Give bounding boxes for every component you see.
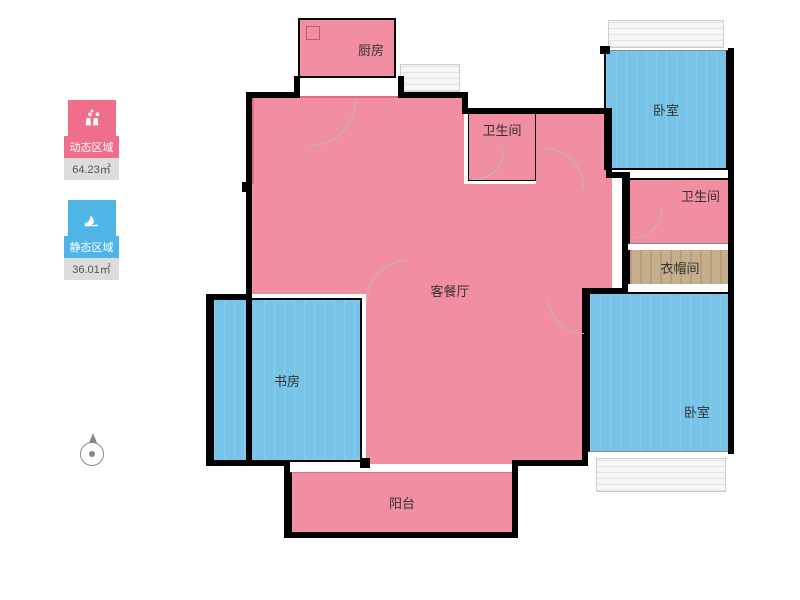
wall-seg	[512, 460, 588, 466]
room-balcony-label: 阳台	[389, 493, 415, 512]
room-bath1-label: 卫生间	[482, 120, 521, 139]
wall-seg	[582, 288, 628, 294]
room-closet-label: 衣帽间	[660, 258, 699, 277]
wall-seg	[206, 294, 212, 466]
room-bedroom-tr: 卧室	[604, 50, 728, 170]
room-bedroom-br: 卧室	[588, 292, 732, 452]
wall-seg	[512, 460, 518, 536]
wall-seg	[398, 92, 466, 98]
column	[600, 46, 610, 54]
compass-icon	[78, 438, 106, 466]
window-icon	[306, 26, 320, 40]
room-living-lower	[366, 294, 582, 464]
light-area-top-left	[400, 64, 460, 92]
room-study-label: 书房	[274, 371, 300, 390]
wall-seg	[210, 294, 252, 300]
room-bath2-label: 卫生间	[681, 186, 720, 205]
room-balcony: 阳台	[290, 472, 514, 534]
wall-seg	[284, 532, 518, 538]
wall-seg	[294, 76, 300, 98]
room-study: 书房	[212, 298, 362, 462]
room-kitchen: 厨房	[298, 18, 396, 78]
people-icon	[68, 100, 116, 136]
legend-static-label: 静态区域	[64, 236, 119, 258]
legend-dynamic-label: 动态区域	[64, 136, 119, 158]
wall-seg	[728, 48, 734, 454]
legend: 动态区域 64.23㎡ 静态区域 36.01㎡	[64, 100, 119, 300]
floorplan: 客餐厅 厨房 卫生间 卧室 卫生间 衣帽间 书房 卧室 阳台	[200, 18, 732, 578]
room-kitchen-label: 厨房	[358, 40, 384, 59]
legend-static-value: 36.01㎡	[64, 258, 119, 280]
wall-seg	[606, 108, 612, 174]
wall-seg	[284, 460, 290, 536]
wall-seg	[246, 92, 252, 464]
room-bedroom-br-label: 卧室	[684, 402, 710, 421]
legend-dynamic: 动态区域 64.23㎡	[64, 100, 119, 180]
wall-seg	[622, 172, 628, 292]
light-area-top-right	[608, 20, 724, 48]
column	[360, 458, 370, 468]
rest-icon	[68, 200, 116, 236]
room-living-upper	[252, 96, 464, 186]
wall-seg	[246, 92, 298, 98]
light-area-bot-right	[596, 458, 726, 492]
wall-seg	[206, 460, 250, 466]
column	[242, 182, 252, 192]
legend-dynamic-value: 64.23㎡	[64, 158, 119, 180]
legend-static: 静态区域 36.01㎡	[64, 200, 119, 280]
room-bedroom-tr-label: 卧室	[653, 100, 679, 119]
room-closet: 衣帽间	[628, 250, 732, 284]
room-living-label: 客餐厅	[410, 280, 490, 300]
wall-seg	[462, 108, 612, 114]
room-living-mid	[252, 184, 612, 294]
